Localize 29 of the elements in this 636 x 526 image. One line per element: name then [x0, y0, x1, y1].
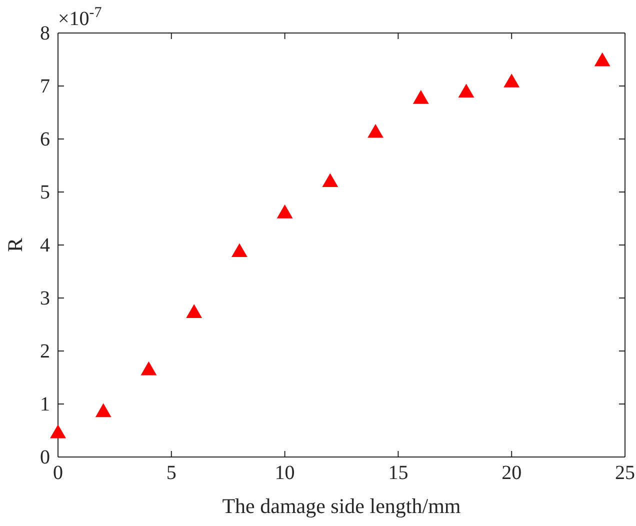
x-tick-label: 10 — [274, 462, 295, 484]
point — [412, 90, 429, 104]
x-tick-label: 25 — [615, 462, 635, 484]
point — [50, 424, 66, 438]
y-tick-label: 8 — [40, 22, 50, 44]
x-tick-label: 15 — [388, 462, 408, 484]
y-tick-label: 7 — [40, 75, 50, 98]
point — [95, 403, 112, 418]
point — [322, 173, 338, 188]
point — [458, 84, 474, 98]
y-tick-label: 0 — [40, 446, 50, 468]
x-tick-label: 5 — [166, 462, 176, 484]
y-tick-label: 6 — [40, 128, 50, 150]
point — [140, 361, 157, 376]
x-tick-label: 20 — [502, 462, 522, 484]
point — [276, 204, 293, 218]
y-tick-label: 2 — [40, 340, 50, 362]
y-tick-label: 5 — [40, 181, 50, 204]
x-axis-title: The damage side length/mm — [222, 494, 461, 518]
text: ×10$^{-7}$ — [58, 5, 102, 30]
y-axis-title: R — [3, 238, 27, 252]
y-tick-label: 3 — [40, 287, 50, 310]
point — [231, 243, 248, 258]
point — [594, 52, 610, 66]
y-tick-label: 4 — [40, 234, 50, 256]
point — [368, 124, 384, 138]
y-tick-label: 1 — [40, 393, 50, 416]
point — [504, 74, 520, 88]
point — [186, 304, 202, 318]
